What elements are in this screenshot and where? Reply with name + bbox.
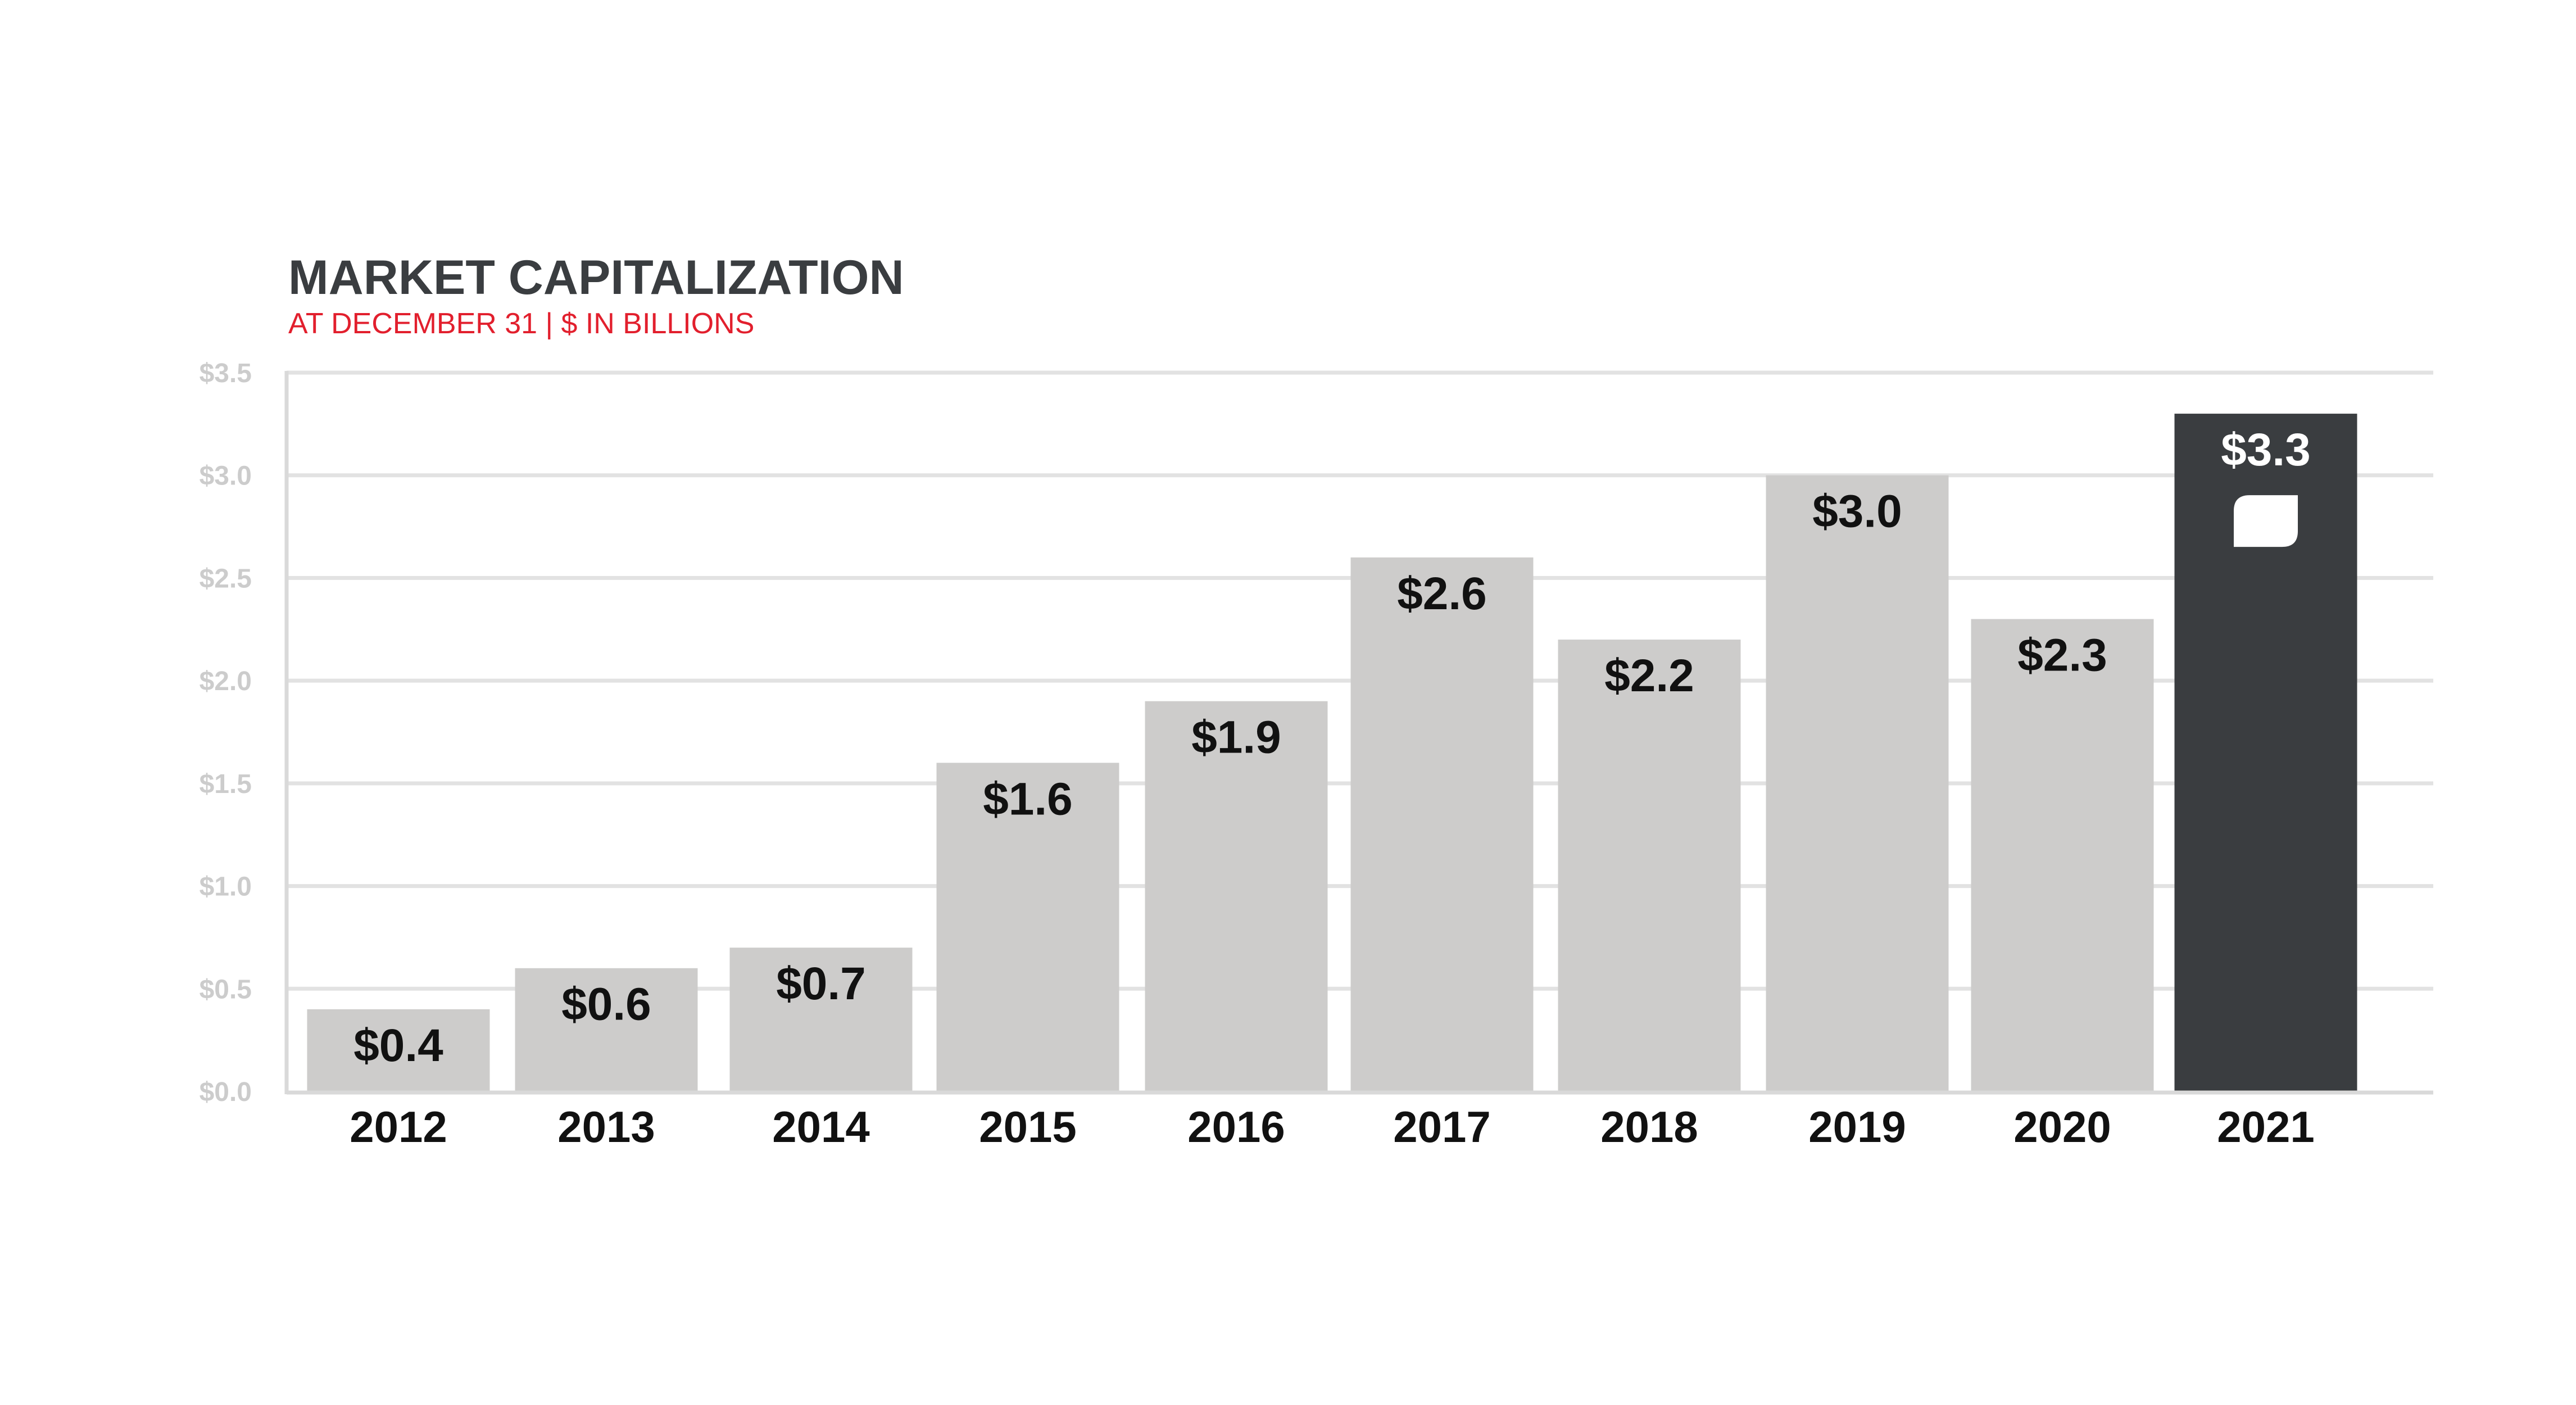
x-category-label: 2014 <box>772 1102 870 1152</box>
bar <box>307 1009 490 1091</box>
bar-value-label: $1.9 <box>1191 712 1281 763</box>
value-labels: $0.4 $0.6 $0.7 $1.6 $1.9 $2.6 $2.2 $3.0 $2.3 $3.3 <box>353 424 2311 1071</box>
bar <box>1558 640 1741 1091</box>
y-tick-label: $2.0 <box>199 667 252 696</box>
x-category-label: 2020 <box>2013 1102 2111 1152</box>
x-category-label: 2017 <box>1393 1102 1491 1152</box>
x-category-label: 2013 <box>557 1102 655 1152</box>
bar <box>936 763 1119 1091</box>
bar-value-label: $2.2 <box>1604 650 1694 701</box>
chart-title: MARKET CAPITALIZATION <box>288 251 904 305</box>
y-tick-label: $3.0 <box>199 461 252 491</box>
bar-value-label: $2.6 <box>1397 568 1487 619</box>
bars <box>307 414 2357 1091</box>
bar-value-label: $0.7 <box>776 958 866 1009</box>
bar <box>1766 475 1949 1091</box>
bar-value-label: $0.6 <box>561 979 651 1030</box>
bar <box>1145 701 1328 1091</box>
bar-value-label: $2.3 <box>2017 630 2107 681</box>
x-category-label: 2012 <box>350 1102 447 1152</box>
bar-value-label: $3.3 <box>2221 424 2311 475</box>
highlight-icon-group <box>2234 495 2298 547</box>
y-tick-label: $1.5 <box>199 769 252 799</box>
chart-subtitle: AT DECEMBER 31 | $ IN BILLIONS <box>288 307 754 340</box>
y-tick-label: $2.5 <box>199 564 252 593</box>
x-axis-category-labels: 2012 2013 2014 2015 2016 2017 2018 2019 2020 2021 <box>350 1102 2315 1152</box>
bar <box>1971 619 2154 1091</box>
x-category-label: 2021 <box>2217 1102 2315 1152</box>
x-category-label: 2018 <box>1600 1102 1698 1152</box>
x-category-label: 2016 <box>1187 1102 1285 1152</box>
bar <box>515 968 698 1091</box>
y-tick-label: $0.5 <box>199 975 252 1004</box>
bar-value-label: $3.0 <box>1812 486 1902 537</box>
bar <box>1350 557 1534 1091</box>
y-tick-label: $0.0 <box>199 1077 252 1107</box>
bar-value-label: $1.6 <box>983 773 1073 824</box>
y-axis-tick-labels: $0.0 $0.5 $1.0 $1.5 $2.0 $2.5 $3.0 $3.5 <box>199 359 252 1107</box>
bar <box>729 948 913 1091</box>
y-tick-label: $3.5 <box>199 359 252 388</box>
x-category-label: 2019 <box>1808 1102 1906 1152</box>
y-tick-label: $1.0 <box>199 872 252 902</box>
leaf-logo-icon <box>2234 495 2298 547</box>
bar-value-label: $0.4 <box>353 1020 443 1071</box>
x-category-label: 2015 <box>979 1102 1077 1152</box>
